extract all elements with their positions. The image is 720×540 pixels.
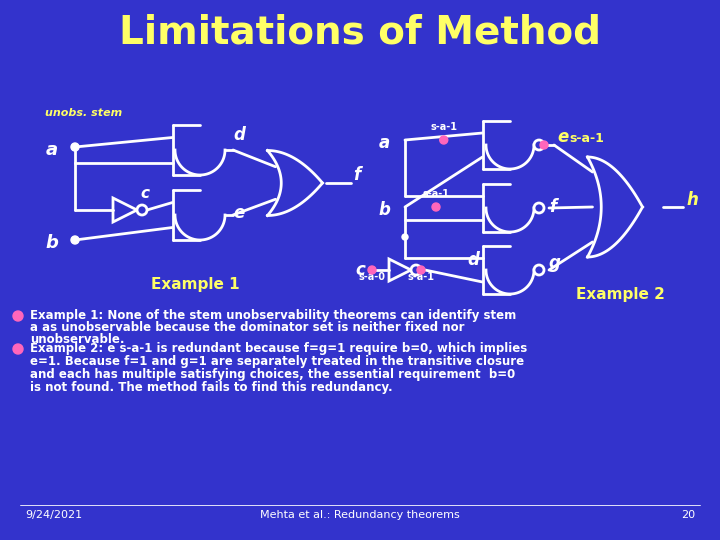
- Text: s-a-1: s-a-1: [423, 189, 449, 199]
- Circle shape: [417, 266, 425, 274]
- Text: is not found. The method fails to find this redundancy.: is not found. The method fails to find t…: [30, 381, 392, 394]
- Text: c: c: [140, 186, 150, 201]
- Circle shape: [402, 234, 408, 240]
- Text: Limitations of Method: Limitations of Method: [119, 13, 601, 51]
- Text: and each has multiple satisfying choices, the essential requirement  b=0: and each has multiple satisfying choices…: [30, 368, 516, 381]
- Text: a: a: [379, 134, 390, 152]
- Text: f: f: [354, 166, 361, 184]
- Text: d: d: [467, 251, 480, 269]
- Circle shape: [432, 203, 440, 211]
- Circle shape: [71, 143, 79, 151]
- Text: g: g: [549, 254, 561, 272]
- Text: f: f: [549, 198, 557, 216]
- Circle shape: [411, 265, 421, 275]
- Text: s-a-1: s-a-1: [431, 122, 457, 132]
- Text: b: b: [45, 234, 58, 252]
- Circle shape: [534, 203, 544, 213]
- Text: c: c: [355, 261, 365, 279]
- Circle shape: [368, 266, 376, 274]
- Circle shape: [71, 236, 79, 244]
- Text: e=1. Because f=1 and g=1 are separately treated in the transitive closure: e=1. Because f=1 and g=1 are separately …: [30, 355, 524, 368]
- Text: Mehta et al.: Redundancy theorems: Mehta et al.: Redundancy theorems: [260, 510, 460, 520]
- Text: e: e: [233, 204, 244, 222]
- Text: unobservable.: unobservable.: [30, 333, 125, 346]
- Circle shape: [540, 141, 548, 149]
- Text: a: a: [46, 141, 58, 159]
- Text: d: d: [233, 126, 245, 144]
- Circle shape: [440, 136, 448, 144]
- Text: Example 2: e s-a-1 is redundant because f=g=1 require b=0, which implies: Example 2: e s-a-1 is redundant because …: [30, 342, 527, 355]
- Text: Example 2: Example 2: [575, 287, 665, 302]
- Circle shape: [13, 311, 23, 321]
- Text: s-a-0: s-a-0: [359, 272, 385, 282]
- Circle shape: [534, 265, 544, 275]
- Text: unobs. stem: unobs. stem: [45, 108, 122, 118]
- Text: b: b: [378, 201, 390, 219]
- Text: s-a-1: s-a-1: [569, 132, 604, 145]
- Text: a as unobservable because the dominator set is neither fixed nor: a as unobservable because the dominator …: [30, 321, 464, 334]
- Text: 9/24/2021: 9/24/2021: [25, 510, 82, 520]
- Text: Example 1: None of the stem unobservability theorems can identify stem: Example 1: None of the stem unobservabil…: [30, 309, 516, 322]
- Circle shape: [13, 344, 23, 354]
- Circle shape: [534, 140, 544, 150]
- Text: 20: 20: [681, 510, 695, 520]
- Text: s-a-1: s-a-1: [408, 272, 434, 282]
- Circle shape: [137, 205, 147, 215]
- Text: Example 1: Example 1: [150, 278, 239, 293]
- Text: e: e: [557, 128, 568, 146]
- Text: h: h: [686, 191, 698, 209]
